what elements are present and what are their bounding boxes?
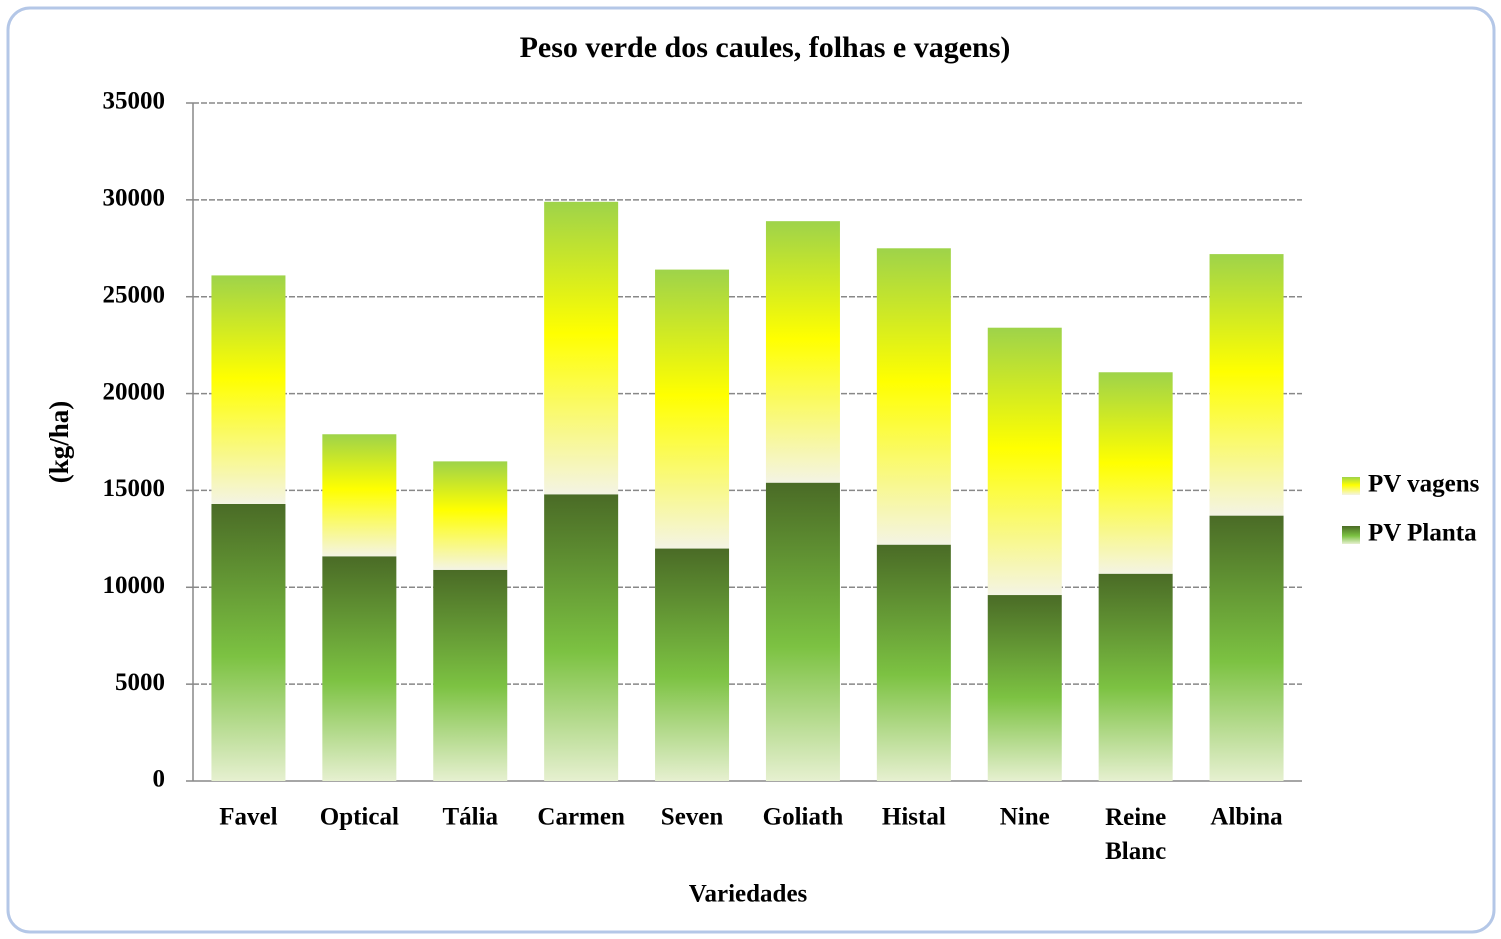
- legend-swatch: [1342, 477, 1360, 495]
- x-tick-label: Goliath: [763, 804, 844, 831]
- bar-segment: [655, 269, 730, 549]
- bar-segment: [544, 494, 619, 781]
- bar-segment: [876, 248, 951, 545]
- bar-segment: [987, 327, 1062, 596]
- y-tick-label: 0: [153, 766, 166, 793]
- bar-segment: [1098, 372, 1173, 574]
- x-tick-label: Carmen: [537, 804, 625, 831]
- bar-segment: [211, 275, 286, 504]
- x-tick-label: Optical: [320, 804, 399, 831]
- bar-segment: [211, 503, 286, 781]
- x-tick-label: Tália: [442, 804, 498, 831]
- legend-label: PV Planta: [1368, 520, 1477, 547]
- y-tick-label: 30000: [103, 185, 166, 212]
- y-tick-label: 35000: [103, 88, 166, 115]
- bar-segment: [1209, 254, 1284, 516]
- bar-segment: [1098, 573, 1173, 781]
- bar-segment: [765, 221, 840, 483]
- x-tick-label: Seven: [661, 804, 724, 831]
- y-tick-label: 20000: [103, 378, 166, 405]
- chart-title: Peso verde dos caules, folhas e vagens): [520, 31, 1011, 64]
- x-tick-label: Nine: [1000, 804, 1050, 831]
- x-tick-label: Favel: [219, 804, 277, 831]
- y-tick-label: 25000: [103, 281, 166, 308]
- bar-segment: [433, 569, 508, 781]
- x-tick-label: Reine Blanc: [1105, 804, 1166, 865]
- bar-segment: [1209, 515, 1284, 781]
- bar-segment: [433, 461, 508, 570]
- y-tick-label: 10000: [103, 572, 166, 599]
- bar-segment: [655, 548, 730, 781]
- x-axis-title: Variedades: [689, 881, 808, 908]
- y-tick-label: 5000: [115, 669, 165, 696]
- bar-segment: [322, 434, 397, 557]
- bar-segment: [876, 544, 951, 781]
- x-tick-label: Albina: [1210, 804, 1283, 831]
- y-axis-title: (kg/ha): [44, 401, 74, 484]
- bar-segment: [987, 595, 1062, 781]
- bar-segment: [544, 201, 619, 495]
- y-tick-label: 15000: [103, 475, 166, 502]
- legend-swatch: [1342, 526, 1360, 544]
- legend-label: PV vagens: [1368, 471, 1480, 498]
- bar-segment: [322, 556, 397, 781]
- bar-segment: [765, 482, 840, 781]
- x-tick-label: Histal: [882, 804, 946, 831]
